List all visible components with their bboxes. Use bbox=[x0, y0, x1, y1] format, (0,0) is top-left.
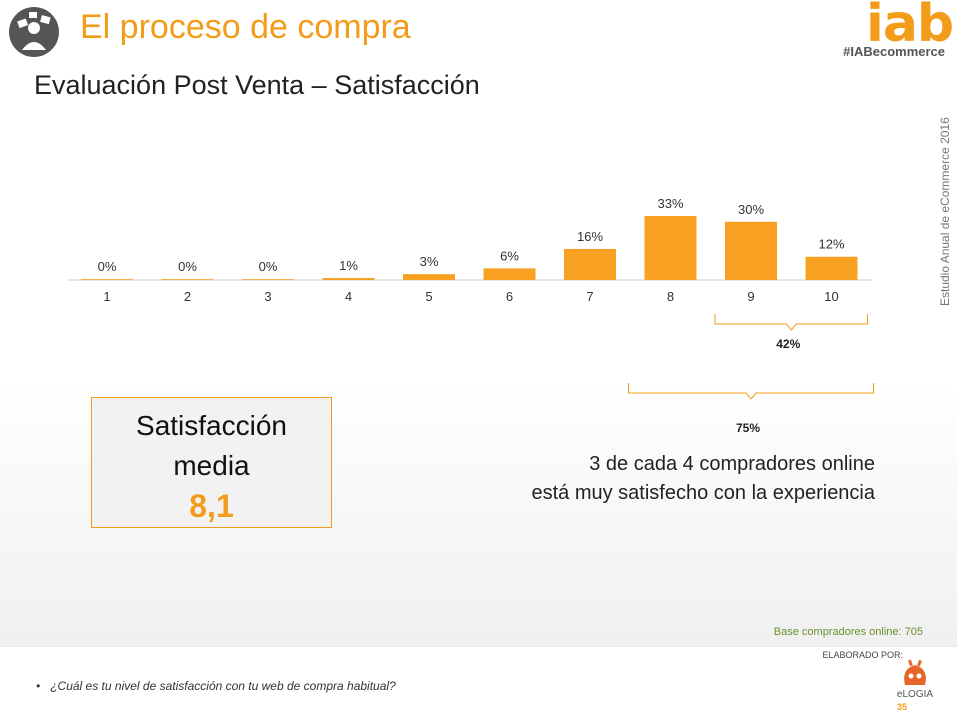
category-label-10: 10 bbox=[824, 289, 838, 304]
bracket-label-8-10: 75% bbox=[736, 421, 761, 435]
survey-question-text: ¿Cuál es tu nivel de satisfacción con tu… bbox=[50, 679, 396, 693]
bar-8 bbox=[644, 216, 697, 280]
key-statement: 3 de cada 4 compradores online está muy … bbox=[455, 450, 875, 508]
bar-3 bbox=[242, 279, 294, 280]
bracket-1 bbox=[628, 383, 874, 400]
category-label-9: 9 bbox=[747, 289, 754, 304]
bar-1 bbox=[81, 279, 133, 280]
category-label-5: 5 bbox=[425, 289, 432, 304]
bar-7 bbox=[564, 248, 616, 280]
bracket-label-9-10: 42% bbox=[776, 337, 801, 351]
value-label-4: 1% bbox=[339, 258, 358, 273]
value-label-8: 33% bbox=[657, 196, 683, 211]
bar-9 bbox=[725, 221, 777, 280]
elaborado-por-label: ELABORADO POR: bbox=[822, 650, 903, 660]
hashtag-label: #IABecommerce bbox=[843, 44, 945, 59]
category-label-3: 3 bbox=[264, 289, 271, 304]
bar-2 bbox=[161, 279, 214, 280]
slide-subtitle: Evaluación Post Venta – Satisfacción bbox=[34, 70, 480, 100]
category-label-6: 6 bbox=[506, 289, 513, 304]
value-label-7: 16% bbox=[577, 229, 603, 244]
satisfaction-label-line1: Satisfacción bbox=[136, 410, 287, 441]
sample-base-note: Base compradores online: 705 bbox=[773, 626, 923, 638]
statement-line2: está muy satisfecho con la experiencia bbox=[531, 482, 875, 504]
elogia-wordmark: eLOGIA bbox=[897, 689, 933, 700]
value-label-9: 30% bbox=[738, 202, 764, 217]
elogia-logo: eLOGIA bbox=[897, 659, 933, 700]
statement-line1: 3 de cada 4 compradores online bbox=[589, 453, 875, 475]
bar-10 bbox=[805, 256, 858, 280]
shopping-people-icon bbox=[9, 7, 59, 57]
value-label-2: 0% bbox=[178, 259, 197, 274]
bracket-0 bbox=[714, 314, 868, 331]
satisfaction-label-line2: media bbox=[173, 450, 250, 481]
footer-divider bbox=[0, 646, 957, 647]
page-number: 35 bbox=[897, 702, 908, 712]
bar-4 bbox=[322, 278, 375, 280]
slide-background bbox=[0, 62, 957, 647]
bar-6 bbox=[483, 268, 536, 280]
category-label-2: 2 bbox=[184, 289, 191, 304]
category-label-1: 1 bbox=[103, 289, 110, 304]
satisfaction-average-box: Satisfacción media 8,1 bbox=[91, 397, 332, 528]
value-label-10: 12% bbox=[818, 237, 844, 252]
survey-question: • ¿Cuál es tu nivel de satisfacción con … bbox=[36, 679, 396, 693]
value-label-6: 6% bbox=[500, 248, 519, 263]
iab-logo: iab bbox=[866, 0, 954, 54]
satisfaction-bar-chart: 0% 1 0% 2 0% 3 1% 4 3% 5 6% 6 16% 7 33% 8 30% 9 12% 10 bbox=[68, 196, 874, 400]
value-label-3: 0% bbox=[259, 259, 278, 274]
category-label-7: 7 bbox=[586, 289, 593, 304]
value-label-1: 0% bbox=[98, 259, 117, 274]
page-title: El proceso de compra bbox=[80, 8, 411, 46]
bar-5 bbox=[403, 274, 455, 280]
category-label-4: 4 bbox=[345, 289, 352, 304]
value-label-5: 3% bbox=[420, 254, 439, 269]
satisfaction-average-value: 8,1 bbox=[189, 488, 234, 524]
category-label-8: 8 bbox=[667, 289, 674, 304]
